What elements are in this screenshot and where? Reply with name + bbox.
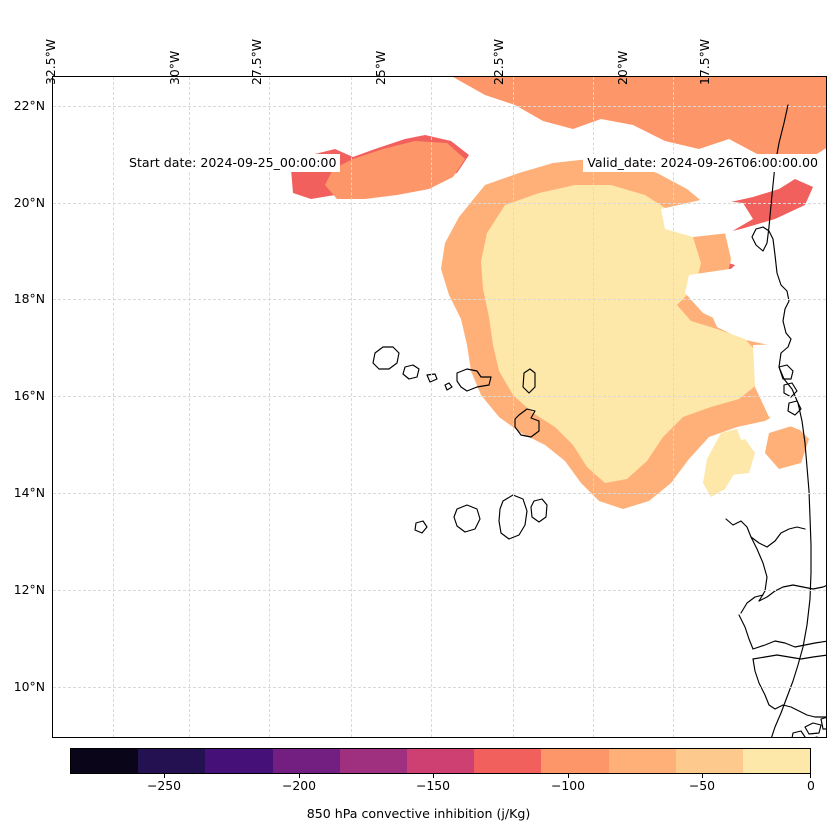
gridline-v	[189, 77, 191, 737]
colorbar-tick-label: −250	[146, 778, 182, 793]
ytick-label: 12°N	[13, 582, 45, 597]
start-date-annotation: Start date: 2024-09-25_00:00:00	[125, 154, 341, 172]
colorbar-segment	[205, 749, 273, 773]
colorbar-segment	[71, 749, 139, 773]
ytick-label: 20°N	[13, 195, 45, 210]
ytick-label: 16°N	[13, 388, 45, 403]
xtick-label: 30°W	[167, 50, 182, 85]
gridline-v	[269, 77, 271, 737]
colorbar-gradient[interactable]	[70, 748, 811, 774]
gridline-v	[673, 77, 675, 737]
xtick-label: 20°W	[615, 50, 630, 85]
colorbar-tickmark	[433, 774, 434, 778]
colorbar-tickmark	[164, 774, 165, 778]
gridline-v	[113, 77, 115, 737]
colorbar-tickmark	[810, 774, 811, 778]
map-axes[interactable]: Start date: 2024-09-25_00:00:00 Valid_da…	[52, 76, 827, 738]
contour-band-minus25	[481, 185, 763, 497]
colorbar-tickmark	[568, 774, 569, 778]
gridline-h	[53, 396, 826, 398]
colorbar-segment	[474, 749, 542, 773]
colorbar-tick-label: −100	[550, 778, 586, 793]
gridline-h	[53, 687, 826, 689]
colorbar-tickmark	[702, 774, 703, 778]
ytick-label: 10°N	[13, 679, 45, 694]
colorbar-segment	[406, 749, 475, 773]
colorbar[interactable]: −250 −200 −150 −100 −50 0	[70, 748, 815, 793]
colorbar-segment	[138, 749, 206, 773]
ytick-label: 18°N	[13, 291, 45, 306]
gridline-h	[53, 493, 826, 495]
gridline-v	[593, 77, 595, 737]
ytick-label: 14°N	[13, 485, 45, 500]
colorbar-segment	[272, 749, 340, 773]
colorbar-segment	[742, 749, 811, 773]
colorbar-tick-label: 0	[807, 778, 815, 793]
gridline-h	[53, 106, 826, 108]
cape-verde-islands	[372, 346, 548, 540]
colorbar-segment	[608, 749, 676, 773]
ytick-label: 22°N	[13, 98, 45, 113]
xtick-label: 32.5°W	[43, 38, 58, 85]
colorbar-segment	[339, 749, 407, 773]
xtick-label: 25°W	[373, 50, 388, 85]
gridline-h	[53, 203, 826, 205]
gridline-v	[431, 77, 433, 737]
valid-date-annotation: Valid_date: 2024-09-26T06:00:00.00	[583, 154, 822, 172]
colorbar-tick-label: −150	[415, 778, 451, 793]
colorbar-axis-label: 850 hPa convective inhibition (j/Kg)	[306, 806, 531, 821]
gridline-v	[513, 77, 515, 737]
colorbar-tickmark	[299, 774, 300, 778]
map-clip	[53, 77, 826, 737]
gridline-v	[351, 77, 353, 737]
xtick-label: 17.5°W	[697, 38, 712, 85]
gridline-h	[53, 299, 826, 301]
colorbar-tick-label: −50	[688, 778, 716, 793]
gridline-h	[53, 590, 826, 592]
contour-missing-areas	[661, 199, 826, 437]
colorbar-segment	[675, 749, 743, 773]
coastline	[725, 104, 826, 737]
xtick-label: 27.5°W	[249, 38, 264, 85]
colorbar-tick-label: −200	[281, 778, 317, 793]
colorbar-segment	[541, 749, 609, 773]
xtick-label: 22.5°W	[491, 38, 506, 85]
map-contour-field	[291, 77, 826, 737]
